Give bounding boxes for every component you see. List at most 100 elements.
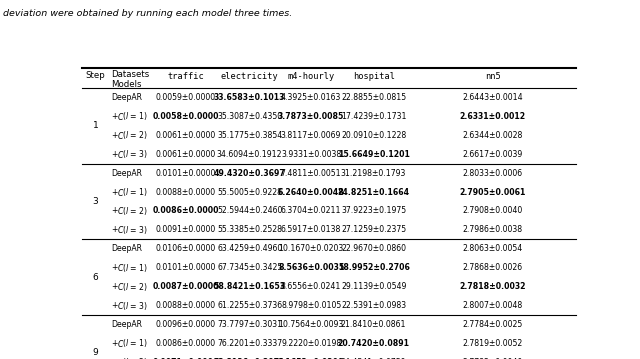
Text: 2.6617±0.0039: 2.6617±0.0039 bbox=[463, 150, 523, 159]
Text: 18.9952±0.2706: 18.9952±0.2706 bbox=[338, 263, 410, 272]
Text: 35.3087±0.4350: 35.3087±0.4350 bbox=[217, 112, 282, 121]
Text: $\mathbf{\mathit{C}}$: $\mathbf{\mathit{C}}$ bbox=[116, 281, 124, 292]
Text: m4-hourly: m4-hourly bbox=[287, 72, 335, 81]
Text: 6.2640±0.0048: 6.2640±0.0048 bbox=[278, 187, 344, 196]
Text: 0.0059±0.0000: 0.0059±0.0000 bbox=[156, 93, 216, 102]
Text: 62.3136±0.2971: 62.3136±0.2971 bbox=[214, 358, 285, 359]
Text: 24.8251±0.1664: 24.8251±0.1664 bbox=[337, 187, 410, 196]
Text: 10.1670±0.0203: 10.1670±0.0203 bbox=[278, 244, 344, 253]
Text: 2.7784±0.0025: 2.7784±0.0025 bbox=[463, 320, 523, 329]
Text: 58.8421±0.1653: 58.8421±0.1653 bbox=[214, 282, 285, 291]
Text: Models: Models bbox=[111, 80, 141, 89]
Text: DeepAR: DeepAR bbox=[111, 320, 141, 329]
Text: 7.4811±0.0051: 7.4811±0.0051 bbox=[281, 169, 342, 178]
Text: 63.4259±0.4960: 63.4259±0.4960 bbox=[217, 244, 282, 253]
Text: 0.0088±0.0000: 0.0088±0.0000 bbox=[156, 187, 216, 196]
Text: $\mathbf{\mathit{C}}$: $\mathbf{\mathit{C}}$ bbox=[116, 111, 124, 122]
Text: DeepAR: DeepAR bbox=[111, 244, 141, 253]
Text: $\mathbf{\mathit{C}}$: $\mathbf{\mathit{C}}$ bbox=[116, 262, 124, 273]
Text: +: + bbox=[111, 339, 117, 348]
Text: $\mathbf{\mathit{C}}$: $\mathbf{\mathit{C}}$ bbox=[116, 149, 124, 160]
Text: DeepAR: DeepAR bbox=[111, 93, 141, 102]
Text: 9: 9 bbox=[93, 349, 99, 358]
Text: ($l$ = 3): ($l$ = 3) bbox=[122, 224, 148, 236]
Text: $\mathbf{\mathit{C}}$: $\mathbf{\mathit{C}}$ bbox=[116, 357, 124, 359]
Text: electricity: electricity bbox=[221, 72, 278, 81]
Text: 8.9798±0.0105: 8.9798±0.0105 bbox=[281, 301, 341, 310]
Text: 0.0091±0.0000: 0.0091±0.0000 bbox=[156, 225, 216, 234]
Text: ($l$ = 1): ($l$ = 1) bbox=[122, 110, 148, 122]
Text: 73.7797±0.3031: 73.7797±0.3031 bbox=[217, 320, 282, 329]
Text: 2.7819±0.0052: 2.7819±0.0052 bbox=[463, 339, 523, 348]
Text: 49.4320±0.3697: 49.4320±0.3697 bbox=[214, 169, 285, 178]
Text: 2.7818±0.0032: 2.7818±0.0032 bbox=[460, 282, 526, 291]
Text: 10.7564±0.0093: 10.7564±0.0093 bbox=[278, 320, 344, 329]
Text: 2.7908±0.0040: 2.7908±0.0040 bbox=[463, 206, 523, 215]
Text: 2.8063±0.0054: 2.8063±0.0054 bbox=[463, 244, 523, 253]
Text: 61.2255±0.3736: 61.2255±0.3736 bbox=[217, 301, 282, 310]
Text: 0.0088±0.0000: 0.0088±0.0000 bbox=[156, 301, 216, 310]
Text: 2.7868±0.0026: 2.7868±0.0026 bbox=[463, 263, 523, 272]
Text: ($l$ = 1): ($l$ = 1) bbox=[122, 262, 148, 274]
Text: +: + bbox=[111, 282, 117, 291]
Text: 2.7986±0.0038: 2.7986±0.0038 bbox=[463, 225, 523, 234]
Text: 1: 1 bbox=[93, 121, 99, 130]
Text: $\mathbf{\mathit{C}}$: $\mathbf{\mathit{C}}$ bbox=[116, 187, 124, 197]
Text: 2.7905±0.0061: 2.7905±0.0061 bbox=[460, 187, 526, 196]
Text: Datasets: Datasets bbox=[111, 70, 149, 79]
Text: 0.0058±0.0000: 0.0058±0.0000 bbox=[152, 112, 219, 121]
Text: 0.0061±0.0000: 0.0061±0.0000 bbox=[156, 131, 216, 140]
Text: 31.2198±0.1793: 31.2198±0.1793 bbox=[341, 169, 406, 178]
Text: 4.3925±0.0163: 4.3925±0.0163 bbox=[281, 93, 341, 102]
Text: 17.4239±0.1731: 17.4239±0.1731 bbox=[341, 112, 406, 121]
Text: ($l$ = 1): ($l$ = 1) bbox=[122, 186, 148, 198]
Text: +: + bbox=[111, 206, 117, 215]
Text: 6.5917±0.0138: 6.5917±0.0138 bbox=[281, 225, 341, 234]
Text: 2.7783±0.0040: 2.7783±0.0040 bbox=[463, 358, 523, 359]
Text: 2.6344±0.0028: 2.6344±0.0028 bbox=[463, 131, 523, 140]
Text: 0.0071±0.0000: 0.0071±0.0000 bbox=[152, 358, 219, 359]
Text: hospital: hospital bbox=[353, 72, 395, 81]
Text: 22.5391±0.0983: 22.5391±0.0983 bbox=[341, 301, 406, 310]
Text: 29.1139±0.0549: 29.1139±0.0549 bbox=[341, 282, 406, 291]
Text: 67.7345±0.3425: 67.7345±0.3425 bbox=[217, 263, 282, 272]
Text: $\mathbf{\mathit{C}}$: $\mathbf{\mathit{C}}$ bbox=[116, 205, 124, 216]
Text: 0.0086±0.0000: 0.0086±0.0000 bbox=[152, 206, 219, 215]
Text: 20.7420±0.0891: 20.7420±0.0891 bbox=[338, 339, 410, 348]
Text: +: + bbox=[111, 112, 117, 121]
Text: ($l$ = 2): ($l$ = 2) bbox=[122, 281, 148, 293]
Text: 2.8007±0.0048: 2.8007±0.0048 bbox=[463, 301, 523, 310]
Text: $\mathbf{\mathit{C}}$: $\mathbf{\mathit{C}}$ bbox=[116, 130, 124, 141]
Text: +: + bbox=[111, 131, 117, 140]
Text: 8.6556±0.0241: 8.6556±0.0241 bbox=[281, 282, 341, 291]
Text: ($l$ = 2): ($l$ = 2) bbox=[122, 129, 148, 141]
Text: DeepAR: DeepAR bbox=[111, 169, 141, 178]
Text: +: + bbox=[111, 187, 117, 196]
Text: 0.0086±0.0000: 0.0086±0.0000 bbox=[156, 339, 216, 348]
Text: ($l$ = 2): ($l$ = 2) bbox=[122, 205, 148, 217]
Text: 2.6331±0.0012: 2.6331±0.0012 bbox=[460, 112, 525, 121]
Text: 24.4541±0.0759: 24.4541±0.0759 bbox=[341, 358, 406, 359]
Text: 0.0106±0.0000: 0.0106±0.0000 bbox=[156, 244, 216, 253]
Text: $\mathbf{\mathit{C}}$: $\mathbf{\mathit{C}}$ bbox=[116, 300, 124, 311]
Text: 0.0096±0.0000: 0.0096±0.0000 bbox=[156, 320, 216, 329]
Text: traffic: traffic bbox=[167, 72, 204, 81]
Text: +: + bbox=[111, 263, 117, 272]
Text: 15.6649±0.1201: 15.6649±0.1201 bbox=[338, 150, 410, 159]
Text: ($l$ = 3): ($l$ = 3) bbox=[122, 148, 148, 160]
Text: Step: Step bbox=[86, 71, 106, 80]
Text: deviation were obtained by running each model three times.: deviation were obtained by running each … bbox=[3, 9, 292, 18]
Text: 21.8410±0.0861: 21.8410±0.0861 bbox=[341, 320, 406, 329]
Text: 35.1775±0.3854: 35.1775±0.3854 bbox=[217, 131, 282, 140]
Text: 22.9670±0.0860: 22.9670±0.0860 bbox=[341, 244, 406, 253]
Text: 55.5005±0.9228: 55.5005±0.9228 bbox=[217, 187, 282, 196]
Text: +: + bbox=[111, 225, 117, 234]
Text: ($l$ = 3): ($l$ = 3) bbox=[122, 300, 148, 312]
Text: 52.5944±0.2460: 52.5944±0.2460 bbox=[217, 206, 282, 215]
Text: ($l$ = 1): ($l$ = 1) bbox=[122, 337, 148, 350]
Text: 34.6094±0.1912: 34.6094±0.1912 bbox=[217, 150, 282, 159]
Text: 2.6443±0.0014: 2.6443±0.0014 bbox=[462, 93, 523, 102]
Text: 0.0101±0.0000: 0.0101±0.0000 bbox=[156, 263, 216, 272]
Text: 20.0910±0.1228: 20.0910±0.1228 bbox=[341, 131, 406, 140]
Text: +: + bbox=[111, 150, 117, 159]
